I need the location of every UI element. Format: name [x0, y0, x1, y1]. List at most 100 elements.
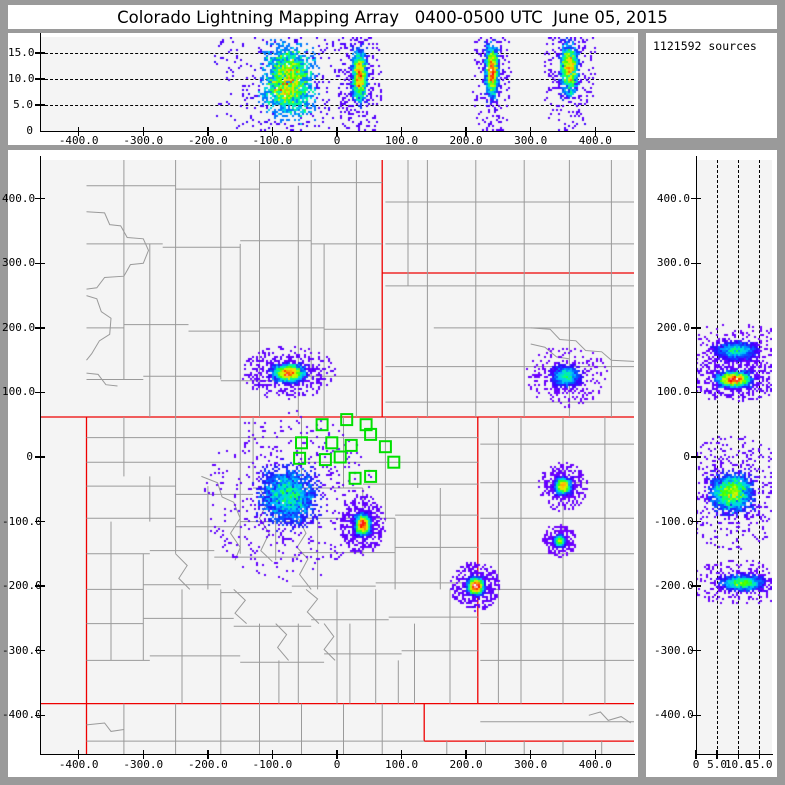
tick-x — [142, 127, 144, 136]
lma-station-marker-4[interactable] — [295, 436, 308, 450]
axis-label-y: 400.0 — [2, 191, 36, 205]
axis-label-x: -200.0 — [188, 758, 228, 771]
tick-x — [207, 750, 209, 759]
station-marker-layer[interactable] — [40, 160, 634, 754]
tick-y — [35, 520, 45, 523]
axis-label-y: -200.0 — [2, 579, 42, 593]
axis-label-x: 5.0 — [707, 758, 728, 771]
panel-altitude-vs-east-west[interactable]: 0 5.0 10.0 15.0 -400.0 -300.0 -200.0 -100.0 0 100… — [8, 33, 638, 147]
axis-label-x: -100.0 — [252, 758, 293, 771]
axis-y-line — [40, 33, 42, 131]
tick-y — [691, 456, 701, 458]
axis-label-x: 0 — [333, 134, 341, 147]
tick-x — [400, 127, 403, 136]
tick-x — [594, 127, 596, 136]
lma-station-marker-1[interactable] — [340, 413, 354, 427]
panel-altitude-vs-north-south[interactable]: 400.0 300.0 200.0 100.0 0 -100.0 -200.0 -300.0 -… — [646, 150, 777, 777]
tick-x — [737, 750, 739, 759]
axis-label-y: 5.0 — [13, 97, 33, 111]
lma-station-marker-9[interactable] — [318, 453, 332, 467]
tick-x — [271, 127, 274, 136]
tick-x — [465, 750, 467, 759]
tick-x — [78, 127, 80, 136]
lma-station-marker-11[interactable] — [387, 455, 401, 469]
tick-y — [35, 650, 45, 652]
tick-y — [691, 262, 701, 264]
plot-area-right[interactable] — [696, 160, 772, 754]
axis-label-y: -100.0 — [654, 514, 694, 528]
tick-x — [530, 750, 532, 759]
lma-station-marker-6[interactable] — [344, 438, 358, 452]
axis-label-x: 400.0 — [578, 134, 612, 147]
tick-y — [35, 104, 45, 106]
lma-station-marker-13[interactable] — [348, 471, 362, 485]
lma-station-marker-7[interactable] — [333, 450, 347, 464]
axis-label-y: 300.0 — [2, 256, 36, 270]
tick-y — [35, 391, 45, 394]
tick-x — [142, 750, 144, 759]
lma-station-marker-0[interactable] — [315, 418, 329, 432]
axis-label-x: 0 — [692, 758, 700, 771]
axis-label-y: 10.0 — [8, 71, 35, 85]
plot-area-map[interactable] — [40, 160, 634, 754]
tick-y — [691, 327, 701, 329]
tick-y — [691, 650, 701, 652]
tick-x — [78, 750, 80, 759]
axis-label-y: 0 — [26, 124, 33, 137]
axis-label-y: 200.0 — [656, 320, 690, 334]
axis-label-x: -400.0 — [58, 134, 99, 147]
density-scatter-layer — [40, 37, 634, 131]
axis-label-x: 300.0 — [514, 134, 548, 147]
panel-source-count: 1121592 sources — [646, 33, 777, 138]
tick-x — [207, 127, 209, 136]
tick-y — [35, 714, 45, 716]
axis-label-y: -300.0 — [2, 643, 42, 657]
axis-label-y: 200.0 — [2, 320, 36, 334]
lma-station-marker-8[interactable] — [293, 451, 307, 465]
density-scatter-layer — [40, 160, 634, 754]
axis-label-y: 400.0 — [656, 191, 690, 205]
axis-label-x: 200.0 — [449, 134, 483, 147]
axis-label-x: -400.0 — [58, 758, 99, 771]
tick-y — [35, 327, 45, 329]
tick-x — [271, 750, 274, 759]
axis-label-y: 15.0 — [8, 45, 35, 59]
axis-label-x: 400.0 — [578, 758, 612, 771]
tick-y — [35, 262, 45, 264]
axis-label-y: -400.0 — [2, 708, 42, 722]
lma-station-marker-3[interactable] — [364, 427, 378, 441]
lma-station-marker-12[interactable] — [364, 469, 378, 483]
sources-count-label: 1121592 sources — [653, 39, 757, 53]
axis-label-y: 100.0 — [656, 385, 690, 399]
tick-x — [336, 750, 338, 759]
axis-y-line — [40, 156, 42, 755]
axis-label-x: 300.0 — [514, 758, 548, 771]
tick-x — [716, 750, 718, 759]
axis-label-x: 100.0 — [385, 758, 419, 771]
axis-y-line — [696, 156, 698, 755]
axis-label-y: 0 — [26, 450, 33, 463]
axis-label-x: -100.0 — [252, 134, 293, 147]
axis-label-x: 10.0 — [724, 758, 752, 771]
lma-station-marker-10[interactable] — [378, 440, 392, 454]
density-scatter-layer — [696, 160, 772, 754]
axis-label-y: 0 — [683, 450, 690, 463]
title-bar: Colorado Lightning Mapping Array 0400-05… — [8, 5, 777, 29]
axis-label-y: -100.0 — [2, 514, 42, 528]
tick-x — [465, 127, 467, 136]
tick-x — [530, 127, 532, 136]
axis-label-x: -300.0 — [123, 758, 164, 771]
page-title: Colorado Lightning Mapping Array 0400-05… — [117, 7, 668, 27]
axis-label-x: -200.0 — [188, 134, 228, 147]
tick-y — [35, 198, 45, 200]
axis-label-x: 200.0 — [449, 758, 483, 771]
panel-plan-view-map[interactable]: 400.0 300.0 200.0 100.0 0 -100.0 -200.0 -300.0 -… — [2, 150, 638, 777]
axis-label-y: -400.0 — [654, 708, 694, 722]
tick-y — [35, 585, 45, 587]
plot-area-top[interactable] — [40, 37, 634, 131]
axis-x-line — [696, 754, 773, 756]
tick-x — [695, 750, 697, 759]
axis-label-y: -300.0 — [654, 643, 694, 657]
lma-station-marker-5[interactable] — [325, 436, 339, 450]
